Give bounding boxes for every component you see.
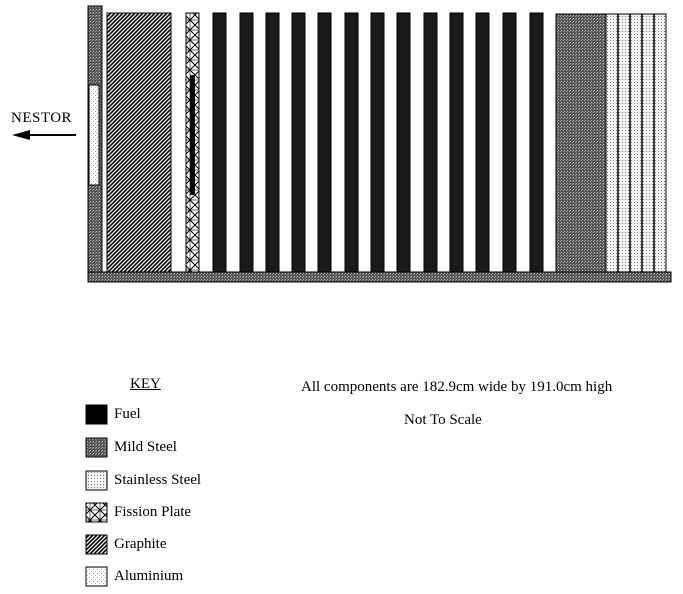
- scale-note: Not To Scale: [404, 412, 482, 428]
- legend-swatch-mild-steel: [85, 437, 108, 458]
- fuel-plate: [529, 12, 544, 273]
- legend-swatch-aluminium: [85, 566, 108, 587]
- graphite-block: [106, 12, 172, 273]
- legend-swatch-fuel: [85, 404, 108, 425]
- stainless-stack: [605, 13, 667, 273]
- mild-steel-block: [555, 13, 607, 273]
- fuel-plate: [212, 12, 227, 273]
- legend-label-fuel: Fuel: [114, 406, 141, 422]
- fuel-plate: [317, 12, 332, 273]
- fission-plate-fuel: [190, 75, 195, 195]
- legend-label-aluminium: Aluminium: [114, 568, 184, 584]
- fuel-plate: [475, 12, 490, 273]
- fuel-plate: [396, 12, 411, 273]
- left-window-aluminium: [88, 84, 100, 186]
- legend-label-fission-plate: Fission Plate: [114, 504, 192, 520]
- fuel-plate: [239, 12, 254, 273]
- legend-label-mild-steel: Mild Steel: [114, 439, 177, 455]
- fuel-plate: [449, 12, 464, 273]
- legend-label-graphite: Graphite: [114, 536, 167, 552]
- nestor-label: NESTOR: [11, 110, 73, 126]
- legend-swatch-stainless-steel: [85, 470, 108, 491]
- fuel-plates: [212, 12, 544, 273]
- fuel-plate: [291, 12, 306, 273]
- legend-title: KEY: [130, 376, 161, 392]
- fuel-plate: [502, 12, 517, 273]
- nestor-arrow-icon: [12, 130, 76, 140]
- legend-label-stainless-steel: Stainless Steel: [114, 472, 202, 488]
- fuel-plate: [370, 12, 385, 273]
- fuel-plate: [423, 12, 438, 273]
- legend-swatch-fission-plate: [85, 502, 108, 523]
- fuel-plate: [265, 12, 280, 273]
- base-plate: [87, 271, 672, 283]
- fuel-plate: [344, 12, 359, 273]
- dimensions-note: All components are 182.9cm wide by 191.0…: [301, 379, 613, 395]
- legend-swatch-graphite: [85, 534, 108, 555]
